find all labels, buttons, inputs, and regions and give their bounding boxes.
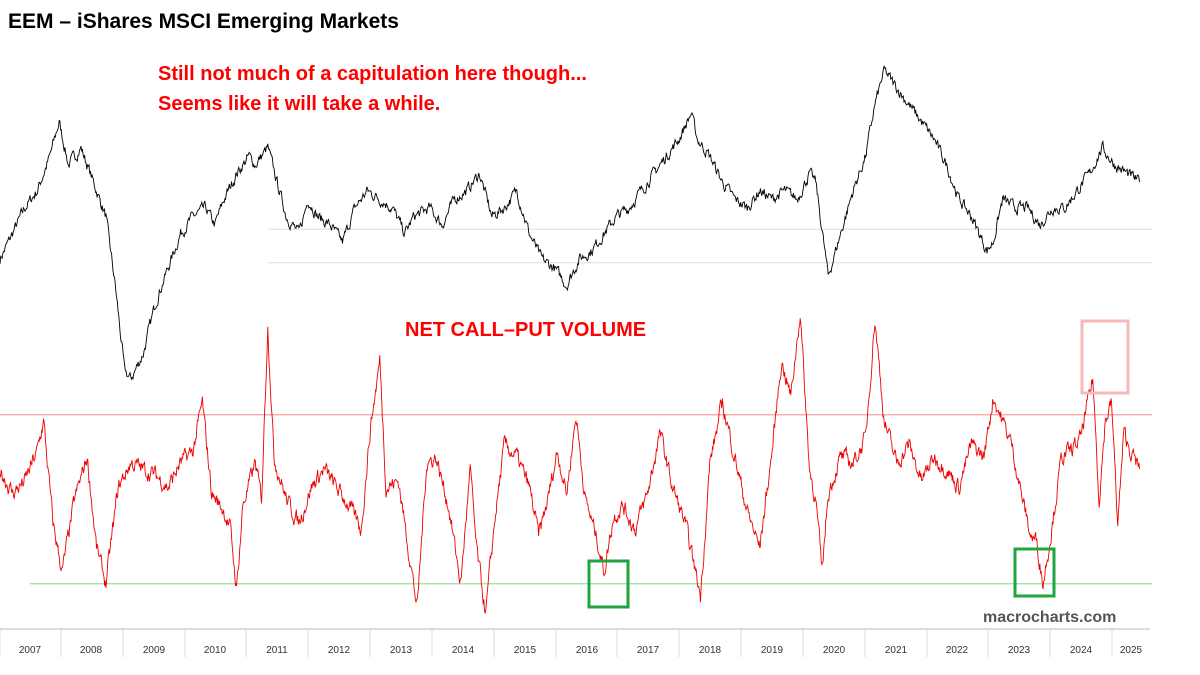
x-tick-label: 2025 bbox=[1120, 645, 1143, 656]
x-tick-label: 2019 bbox=[761, 645, 784, 656]
x-tick-label: 2012 bbox=[328, 645, 351, 656]
x-tick-label: 2009 bbox=[143, 645, 166, 656]
x-tick-label: 2020 bbox=[823, 645, 846, 656]
x-axis: 2007 2008 2009 2010 2011 2012 2013 2014 2015 2016… bbox=[0, 628, 1150, 657]
chart-title: EEM – iShares MSCI Emerging Markets bbox=[8, 10, 399, 33]
volume-panel-title: NET CALL–PUT VOLUME bbox=[405, 319, 647, 341]
x-tick-label: 2008 bbox=[80, 645, 103, 656]
x-tick-label: 2011 bbox=[266, 645, 288, 656]
highlight-box-2016-low bbox=[587, 559, 630, 609]
x-tick-label: 2010 bbox=[204, 645, 227, 656]
annotation-line-2: Seems like it will take a while. bbox=[158, 93, 441, 115]
x-tick-label: 2015 bbox=[514, 645, 537, 656]
highlight-box-2023-low bbox=[1013, 547, 1056, 598]
x-tick-label: 2023 bbox=[1008, 645, 1031, 656]
x-tick-label: 2022 bbox=[946, 645, 969, 656]
x-tick-label: 2014 bbox=[452, 645, 475, 656]
watermark: macrocharts.com bbox=[983, 609, 1117, 626]
x-tick-label: 2007 bbox=[19, 645, 42, 656]
highlight-box-recent-high bbox=[1080, 319, 1130, 395]
volume-series-line bbox=[0, 318, 1140, 614]
x-tick-label: 2021 bbox=[885, 645, 908, 656]
annotation-line-1: Still not much of a capitulation here th… bbox=[158, 63, 587, 85]
price-series-line bbox=[0, 65, 1140, 381]
price-panel bbox=[0, 65, 1140, 381]
highlight-boxes bbox=[587, 319, 1130, 609]
x-tick-label: 2024 bbox=[1070, 645, 1093, 656]
threshold-lines bbox=[0, 414, 1152, 585]
x-tick-label: 2017 bbox=[637, 645, 660, 656]
x-tick-label: 2013 bbox=[390, 645, 413, 656]
support-lines bbox=[267, 228, 1152, 264]
volume-panel bbox=[0, 318, 1140, 614]
x-tick-label: 2018 bbox=[699, 645, 722, 656]
x-tick-label: 2016 bbox=[576, 645, 599, 656]
